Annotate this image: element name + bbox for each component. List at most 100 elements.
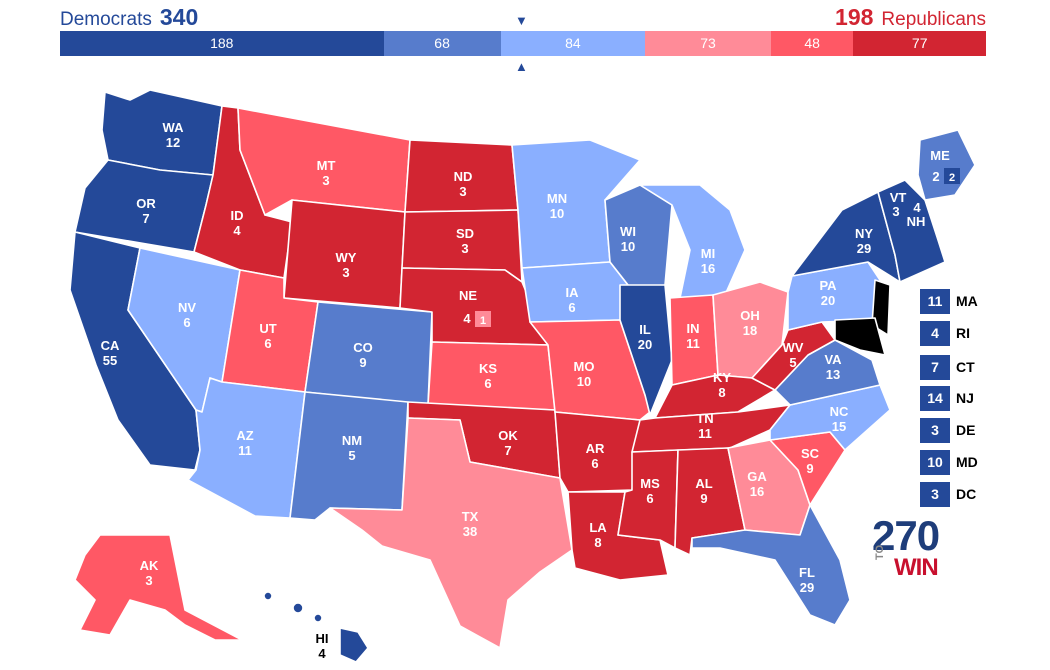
state-md[interactable] xyxy=(834,317,886,356)
label-va-ev: 13 xyxy=(826,367,840,382)
label-wi-ev: 10 xyxy=(621,239,635,254)
label-ky-abbr: KY xyxy=(713,370,731,385)
me-district-box[interactable] xyxy=(944,168,960,184)
label-la-ev: 8 xyxy=(594,535,601,550)
state-hi-islet xyxy=(313,613,323,623)
state-ar[interactable] xyxy=(554,411,641,493)
label-ia-abbr: IA xyxy=(566,285,580,300)
270towin-logo[interactable]: 270 TO WIN xyxy=(872,515,944,582)
republicans-total: 198 xyxy=(835,4,874,30)
republicans-label: Republicans xyxy=(881,9,986,30)
label-ms-ev: 6 xyxy=(646,491,653,506)
label-hi-ev: 4 xyxy=(318,646,326,661)
label-mi-ev: 16 xyxy=(701,261,715,276)
label-mn-ev: 10 xyxy=(550,206,564,221)
label-mn-abbr: MN xyxy=(547,191,567,206)
label-ut-abbr: UT xyxy=(259,321,276,336)
bar-segment-likely-r: 48 xyxy=(770,31,854,56)
democrats-header: Democrats 340 xyxy=(60,4,198,31)
label-mt-abbr: MT xyxy=(317,158,336,173)
state-ak[interactable] xyxy=(74,534,243,641)
electoral-vote-bar: 188 68 84 73 48 77 xyxy=(60,31,986,56)
label-va-abbr: VA xyxy=(824,352,842,367)
270-marker-down-icon: ▼ xyxy=(515,13,528,28)
state-new-england-safe-d[interactable] xyxy=(877,179,946,283)
label-al-abbr: AL xyxy=(695,476,712,491)
label-mo-ev: 10 xyxy=(577,374,591,389)
bar-segment-safe-r: 77 xyxy=(853,31,986,56)
chip-ct-label: CT xyxy=(956,359,975,375)
label-or-ev: 7 xyxy=(142,211,149,226)
label-az-abbr: AZ xyxy=(236,428,253,443)
label-ks-ev: 6 xyxy=(484,376,491,391)
label-wi-abbr: WI xyxy=(620,224,636,239)
label-al-ev: 9 xyxy=(700,491,707,506)
democrats-label: Democrats xyxy=(60,9,152,30)
bar-segment-likely-d: 68 xyxy=(383,31,501,56)
label-ar-ev: 6 xyxy=(591,456,598,471)
chip-md-ev[interactable]: 10 xyxy=(920,450,950,475)
chip-ri-label: RI xyxy=(956,325,970,341)
label-or-abbr: OR xyxy=(136,196,156,211)
chip-ct-ev[interactable]: 7 xyxy=(920,355,950,380)
label-tn-ev: 11 xyxy=(698,426,712,441)
label-mi-abbr: MI xyxy=(701,246,715,261)
label-fl-abbr: FL xyxy=(799,565,815,580)
chip-ri-ev[interactable]: 4 xyxy=(920,321,950,346)
republicans-header: 198 Republicans xyxy=(835,4,986,31)
label-tx-ev: 38 xyxy=(463,524,477,539)
label-ne-abbr: NE xyxy=(459,288,477,303)
chip-ma-ev[interactable]: 11 xyxy=(920,289,950,314)
chip-nj-label: NJ xyxy=(956,390,974,406)
state-wv[interactable] xyxy=(751,321,836,391)
label-nd-ev: 3 xyxy=(459,184,466,199)
state-fl[interactable] xyxy=(691,504,851,626)
label-ok-abbr: OK xyxy=(498,428,518,443)
label-il-abbr: IL xyxy=(639,322,651,337)
label-vt-abbr: VT xyxy=(890,190,907,205)
label-il-ev: 20 xyxy=(638,337,652,352)
state-hi[interactable] xyxy=(339,627,369,663)
label-ca-abbr: CA xyxy=(101,338,120,353)
chip-nj-ev[interactable]: 14 xyxy=(920,386,950,411)
label-nm-abbr: NM xyxy=(342,433,362,448)
label-wa-ev: 12 xyxy=(166,135,180,150)
label-nh-abbr: NH xyxy=(907,214,926,229)
state-hi-islet xyxy=(263,591,273,601)
label-id-abbr: ID xyxy=(231,208,244,223)
label-ar-abbr: AR xyxy=(586,441,605,456)
label-ks-abbr: KS xyxy=(479,361,497,376)
label-la-abbr: LA xyxy=(589,520,607,535)
label-ga-abbr: GA xyxy=(747,469,767,484)
label-ny-ev: 29 xyxy=(857,241,871,256)
label-oh-ev: 18 xyxy=(743,323,757,338)
label-nc-ev: 15 xyxy=(832,419,846,434)
label-ak-ev: 3 xyxy=(145,573,152,588)
label-nm-ev: 5 xyxy=(348,448,355,463)
label-in-ev: 11 xyxy=(686,336,700,351)
label-sd-ev: 3 xyxy=(461,241,468,256)
label-ms-abbr: MS xyxy=(640,476,660,491)
ne-district-box[interactable] xyxy=(475,311,491,327)
state-me[interactable] xyxy=(917,129,976,201)
label-co-ev: 9 xyxy=(359,355,366,370)
270-marker-up-icon: ▲ xyxy=(515,59,528,74)
logo-to: TO xyxy=(874,544,886,560)
label-mo-abbr: MO xyxy=(574,359,595,374)
state-il[interactable] xyxy=(619,284,673,416)
label-ak-abbr: AK xyxy=(140,558,159,573)
chip-md-label: MD xyxy=(956,454,978,470)
bar-segment-safe-d: 188 xyxy=(60,31,384,56)
label-mt-ev: 3 xyxy=(322,173,329,188)
label-ca-ev: 55 xyxy=(103,353,117,368)
label-wy-ev: 3 xyxy=(342,265,349,280)
label-nv-ev: 6 xyxy=(183,315,190,330)
chip-de-label: DE xyxy=(956,422,976,438)
label-ny-abbr: NY xyxy=(855,226,873,241)
label-me-ev: 2 xyxy=(932,169,939,184)
chip-de-ev[interactable]: 3 xyxy=(920,418,950,443)
label-ut-ev: 6 xyxy=(264,336,271,351)
state-tx[interactable] xyxy=(329,417,573,649)
label-me-abbr: ME xyxy=(930,148,950,163)
chip-dc-ev[interactable]: 3 xyxy=(920,482,950,507)
